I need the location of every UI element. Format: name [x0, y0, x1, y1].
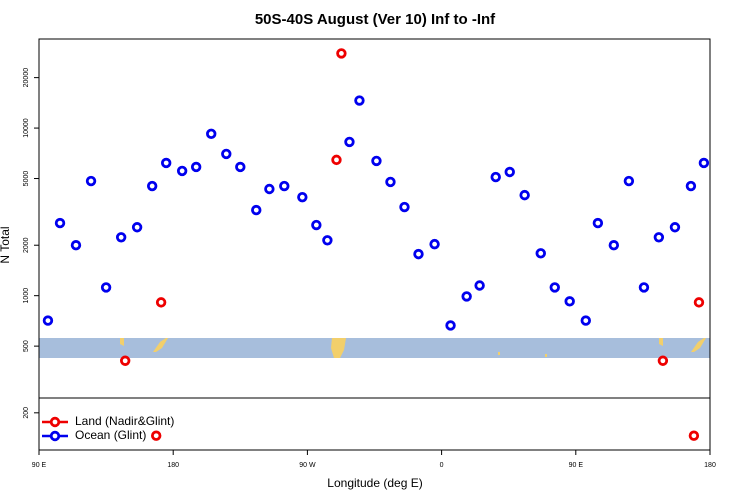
point	[623, 175, 635, 187]
point	[235, 161, 246, 173]
point	[151, 430, 162, 441]
point	[155, 297, 167, 308]
point	[354, 95, 365, 106]
point	[399, 201, 410, 213]
point	[653, 232, 665, 243]
point	[698, 157, 710, 169]
x-tick-label: 90 W	[299, 462, 316, 469]
x-tick-label: 180	[167, 462, 179, 469]
point	[70, 240, 82, 251]
x-tick-label: 90 E	[32, 462, 47, 469]
plot-frame	[38, 38, 711, 451]
point	[385, 176, 396, 188]
point	[54, 217, 66, 229]
point	[279, 180, 290, 192]
y-tick-label: 200	[23, 407, 30, 419]
point	[688, 430, 700, 441]
point	[371, 155, 382, 167]
point	[221, 148, 232, 160]
ocean-strip	[39, 338, 710, 358]
legend-label: Ocean (Glint)	[75, 428, 146, 442]
y-tick-label: 10000	[23, 118, 30, 138]
point	[176, 165, 188, 177]
x-tick-label: 0	[440, 462, 444, 469]
legend-marker	[49, 430, 61, 442]
point	[119, 355, 131, 366]
point	[264, 183, 275, 195]
point	[251, 204, 262, 216]
point	[42, 315, 54, 326]
x-tick-label: 180	[704, 462, 716, 469]
x-tick-label: 90 E	[569, 462, 584, 469]
point	[311, 219, 322, 231]
point	[331, 154, 342, 166]
point	[322, 235, 333, 246]
y-tick-label: 2000	[23, 237, 30, 253]
point	[190, 161, 202, 173]
point	[490, 171, 501, 183]
point	[685, 180, 697, 192]
point	[504, 166, 515, 178]
point	[608, 240, 620, 251]
point	[693, 297, 705, 308]
point	[592, 217, 604, 229]
point	[535, 248, 546, 259]
point	[669, 222, 681, 233]
point	[564, 296, 575, 307]
y-tick-label: 5000	[23, 171, 30, 187]
point	[638, 282, 650, 293]
point	[580, 315, 591, 326]
point	[160, 157, 172, 169]
point	[297, 191, 308, 203]
y-axis-label: N Total	[0, 226, 12, 263]
chart-title: 50S-40S August (Ver 10) Inf to -Inf	[255, 11, 496, 28]
point	[519, 189, 530, 201]
y-tick-label: 20000	[23, 68, 30, 88]
point	[85, 175, 97, 187]
point	[549, 282, 560, 293]
point	[461, 291, 472, 302]
y-tick-label: 500	[23, 340, 30, 352]
point	[206, 128, 217, 140]
legend-marker	[49, 416, 61, 428]
point	[146, 180, 158, 192]
point	[115, 232, 127, 243]
x-axis-label: Longitude (deg E)	[327, 476, 422, 490]
point	[445, 320, 456, 331]
y-tick-label: 1000	[23, 288, 30, 304]
point	[131, 222, 143, 233]
point	[336, 48, 347, 59]
point	[413, 248, 424, 260]
land-strip	[39, 338, 710, 358]
legend-label: Land (Nadir&Glint)	[75, 414, 174, 428]
point	[429, 238, 440, 250]
point	[474, 280, 485, 291]
point	[100, 282, 112, 293]
point	[344, 136, 355, 148]
point	[657, 355, 669, 366]
